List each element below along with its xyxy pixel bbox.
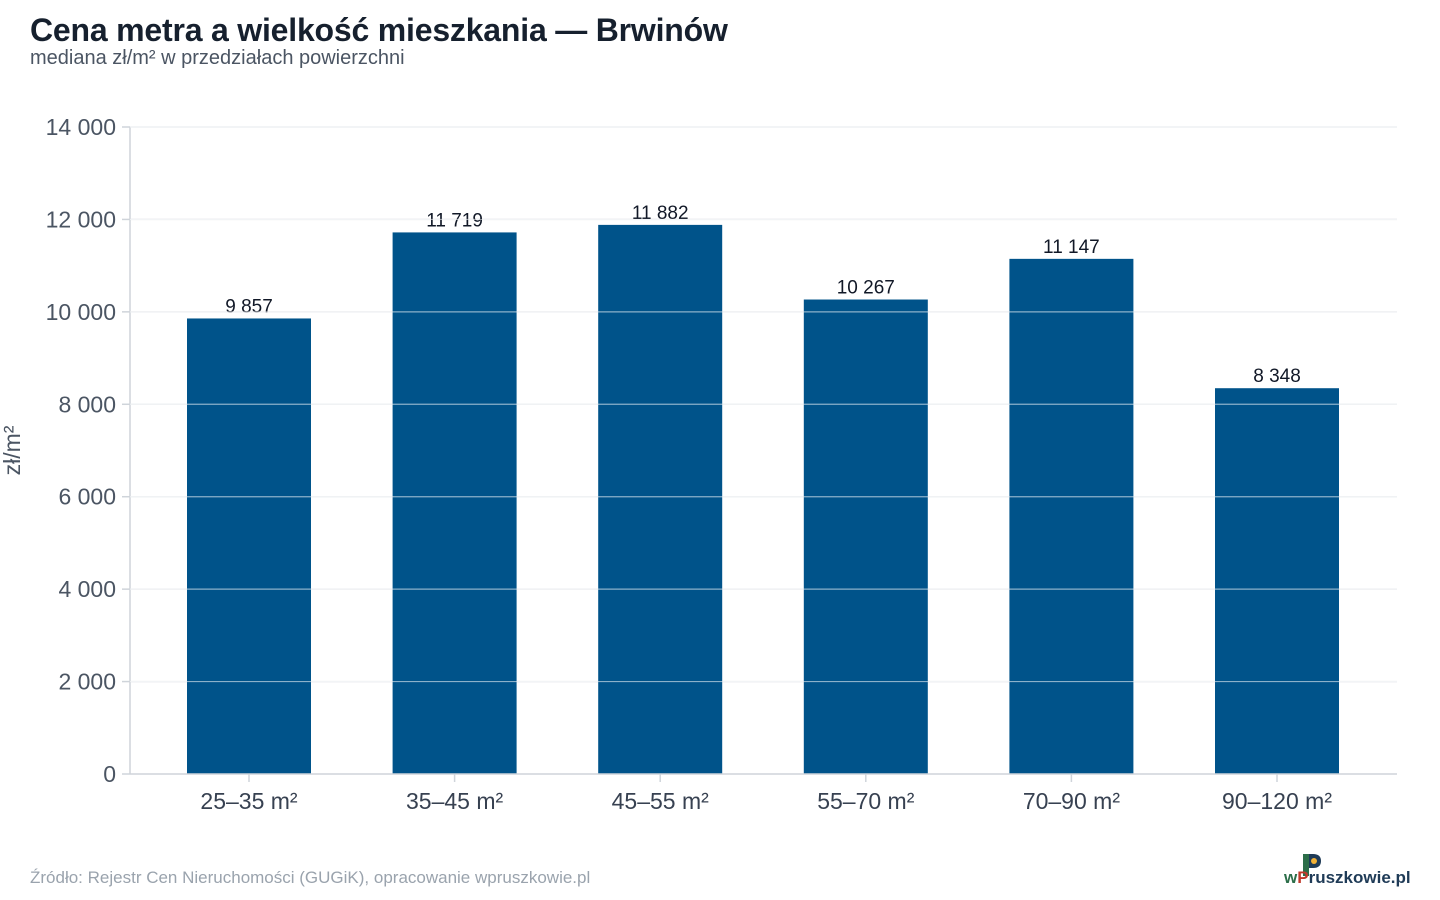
logo-mark-icon: [1303, 854, 1321, 876]
data-label: 10 267: [837, 278, 895, 299]
data-label: 11 882: [632, 203, 689, 224]
y-tick-label: 10 000: [46, 299, 116, 325]
data-label: 9 857: [225, 296, 273, 317]
chart-title: Cena metra a wielkość mieszkania — Brwin…: [30, 12, 728, 48]
x-tick-label: 70–90 m²: [1023, 788, 1121, 814]
y-tick-label: 12 000: [46, 206, 116, 232]
x-tick-label: 45–55 m²: [612, 788, 710, 814]
y-tick-label: 8 000: [58, 391, 116, 417]
x-tick-label: 25–35 m²: [200, 788, 298, 814]
source-note: Źródło: Rejestr Cen Nieruchomości (GUGiK…: [30, 868, 591, 887]
y-tick-label: 6 000: [58, 484, 116, 510]
bar: [392, 232, 517, 774]
y-axis-title: zł/m²: [0, 425, 25, 475]
site-logo[interactable]: wPruszkowie.pl: [1284, 852, 1411, 892]
logo-text-accent: P: [1297, 868, 1309, 887]
bar: [1215, 388, 1339, 774]
x-tick-label: 35–45 m²: [406, 788, 504, 814]
bar: [803, 299, 928, 774]
y-tick-label: 2 000: [58, 669, 116, 695]
data-label: 11 719: [426, 210, 483, 231]
x-tick-label: 55–70 m²: [817, 788, 915, 814]
data-label: 11 147: [1043, 237, 1100, 258]
x-tick-label: 90–120 m²: [1222, 788, 1332, 814]
y-tick-label: 0: [103, 761, 116, 787]
data-label: 8 348: [1253, 366, 1301, 387]
logo-text: wPruszkowie.pl: [1284, 868, 1411, 888]
bar: [187, 318, 311, 774]
logo-text-suffix: ruszkowie.pl: [1308, 868, 1411, 887]
chart-subtitle: mediana zł/m² w przedziałach powierzchni: [30, 47, 405, 69]
bar: [598, 224, 723, 775]
logo-text-prefix: w: [1284, 868, 1298, 887]
y-tick-label: 4 000: [58, 576, 116, 602]
bar: [1009, 258, 1134, 774]
y-tick-label: 14 000: [46, 114, 116, 140]
